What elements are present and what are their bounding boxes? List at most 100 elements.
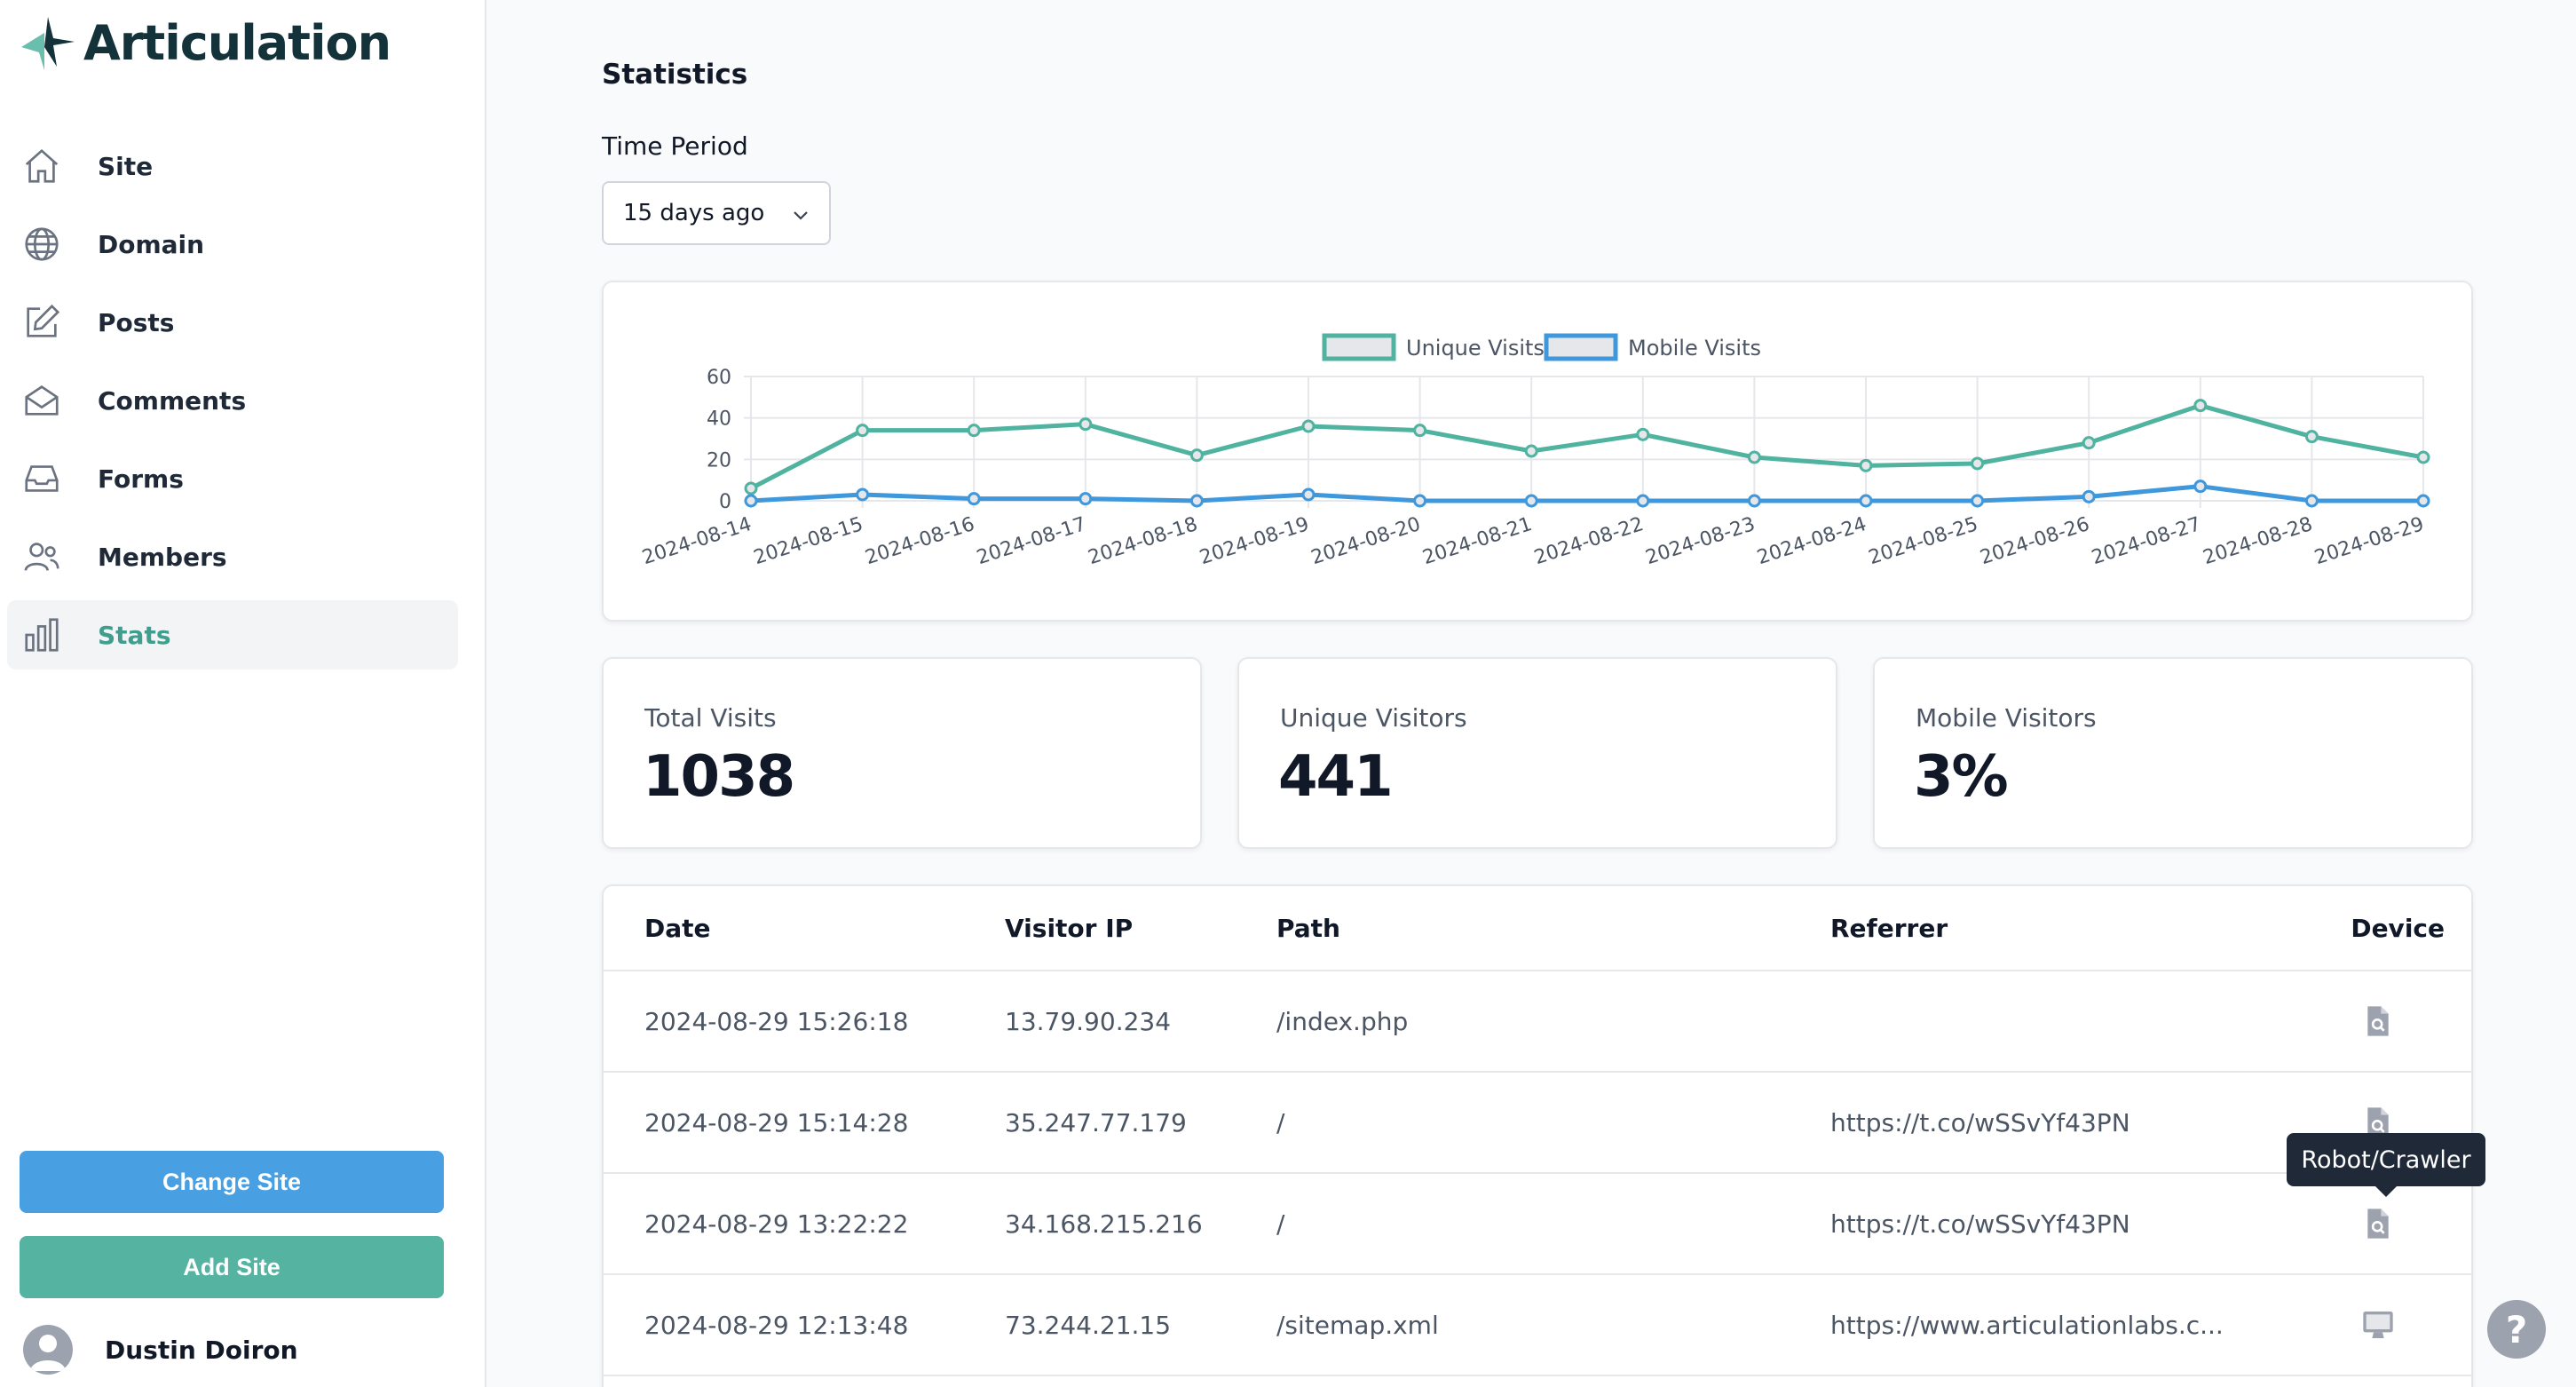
x-tick-label: 2024-08-26 [1978,513,2092,569]
data-point [1524,494,1538,508]
x-tick-label: 2024-08-19 [1197,513,1312,569]
series-line [750,484,2423,503]
mobile-visitors-label: Mobile Visitors [1916,703,2097,733]
data-point [1747,450,1761,464]
data-point [2193,480,2208,494]
globe-icon [25,227,59,261]
x-tick-label: 2024-08-18 [1086,513,1200,569]
data-point [2193,399,2208,413]
sidebar-nav: Site Domain Posts Comments Forms Members [7,131,458,678]
help-button[interactable]: ? [2487,1300,2546,1359]
legend-label: Unique Visits [1406,336,1545,361]
visits-table: Date Visitor IP Path Referrer Device 202… [602,884,2473,1387]
total-visits-value: 1038 [643,744,795,810]
column-header-ip[interactable]: Visitor IP [1005,913,1134,943]
cell-ip: 35.247.77.179 [1005,1107,1187,1137]
x-tick-label: 2024-08-20 [1308,513,1423,569]
cell-device[interactable] [2356,1275,2400,1375]
data-point [1971,494,1985,508]
data-point [2082,489,2096,503]
column-header-path[interactable]: Path [1276,913,1340,943]
page-title: Statistics [602,59,748,91]
sidebar-item-label: Stats [98,620,171,650]
column-header-date[interactable]: Date [644,913,711,943]
legend-swatch [1322,333,1396,361]
data-point [1859,458,1873,472]
series-line [749,403,2424,491]
table-row[interactable]: 2024-08-29 15:14:28 35.247.77.179 / http… [604,1073,2471,1174]
sidebar-item-label: Site [98,151,154,181]
sidebar-item-posts[interactable]: Posts [7,288,458,357]
table-row[interactable]: 2024-08-29 13:22:22 34.168.215.216 / htt… [604,1174,2471,1275]
cell-date: 2024-08-29 13:22:22 [644,1209,909,1239]
sidebar-item-label: Members [98,542,227,572]
cell-path: / [1276,1209,1285,1239]
data-point [1524,444,1538,458]
data-point [1079,492,1093,506]
sidebar-item-label: Comments [98,385,247,416]
sidebar-item-label: Posts [98,307,175,337]
data-point [2304,494,2319,508]
cell-device[interactable] [2356,971,2400,1071]
change-site-button[interactable]: Change Site [20,1151,444,1213]
sidebar-item-comments[interactable]: Comments [7,366,458,435]
sidebar-item-domain[interactable]: Domain [7,210,458,279]
data-point [2082,436,2096,450]
cell-referrer[interactable]: https://t.co/wSSvYf43PN [1830,1107,2130,1137]
cell-path: /index.php [1276,1006,1409,1036]
inbox-icon [25,465,59,492]
cell-path: /sitemap.xml [1276,1310,1439,1340]
table-row[interactable]: 2024-08-29 15:26:18 13.79.90.234 /index.… [604,971,2471,1073]
logo[interactable]: Articulation [18,7,391,78]
cell-referrer[interactable]: https://t.co/wSSvYf43PN [1830,1209,2130,1239]
cell-path: / [1276,1107,1285,1137]
x-tick-label: 2024-08-23 [1643,513,1758,569]
cell-device[interactable] [2356,1073,2400,1172]
data-point [1859,494,1873,508]
add-site-button[interactable]: Add Site [20,1236,444,1298]
x-tick-label: 2024-08-22 [1531,513,1646,569]
table-row[interactable]: 2024-08-29 12:13:48 73.244.21.15 /sitema… [604,1275,2471,1376]
user-name: Dustin Doiron [105,1335,298,1365]
visits-line-chart: 02040602024-08-142024-08-152024-08-16202… [640,333,2430,569]
y-tick-label: 0 [719,491,731,513]
cell-device[interactable] [2356,1174,2400,1273]
cell-ip: 73.244.21.15 [1005,1310,1172,1340]
sidebar-item-forms[interactable]: Forms [7,444,458,513]
data-point [967,424,981,438]
y-tick-label: 60 [707,367,731,389]
chevron-down-icon [794,211,808,220]
mobile-visitors-card: Mobile Visitors 3% [1873,657,2473,849]
unique-visitors-label: Unique Visitors [1280,703,1467,733]
cell-referrer[interactable]: https://www.articulationlabs.c... [1830,1310,2224,1340]
device-tooltip: Robot/Crawler [2287,1133,2485,1197]
visits-chart-card: 0 20 40 60 2024-08-14 2024-08-15 2024-08-16 202… [602,281,2473,622]
user-profile[interactable]: Dustin Doiron [23,1323,298,1376]
time-period-value: 15 days ago [623,200,765,226]
avatar [23,1325,73,1375]
data-point [1413,494,1427,508]
column-header-device[interactable]: Device [2351,913,2445,943]
x-tick-label: 2024-08-21 [1420,513,1535,569]
robot-icon [2367,1107,2389,1137]
app-name: Articulation [83,14,391,71]
sidebar-item-site[interactable]: Site [7,131,458,201]
sidebar-item-members[interactable]: Members [7,522,458,591]
data-point [1301,419,1316,433]
y-tick-label: 40 [707,408,731,431]
time-period-select[interactable]: 15 days ago [602,181,831,245]
column-header-referrer[interactable]: Referrer [1830,913,1948,943]
sidebar-item-label: Domain [98,229,205,259]
data-point [2416,494,2430,508]
robot-icon [2367,1209,2389,1239]
x-tick-label: 2024-08-24 [1755,513,1869,569]
unique-visitors-value: 441 [1278,744,1394,810]
data-point [1636,494,1650,508]
data-point [856,424,870,438]
x-tick-label: 2024-08-15 [751,513,865,569]
sidebar-item-stats[interactable]: Stats [7,600,458,670]
data-point [1189,448,1204,463]
home-icon [25,148,59,183]
data-point [2416,450,2430,464]
x-tick-label: 2024-08-28 [2201,513,2315,569]
